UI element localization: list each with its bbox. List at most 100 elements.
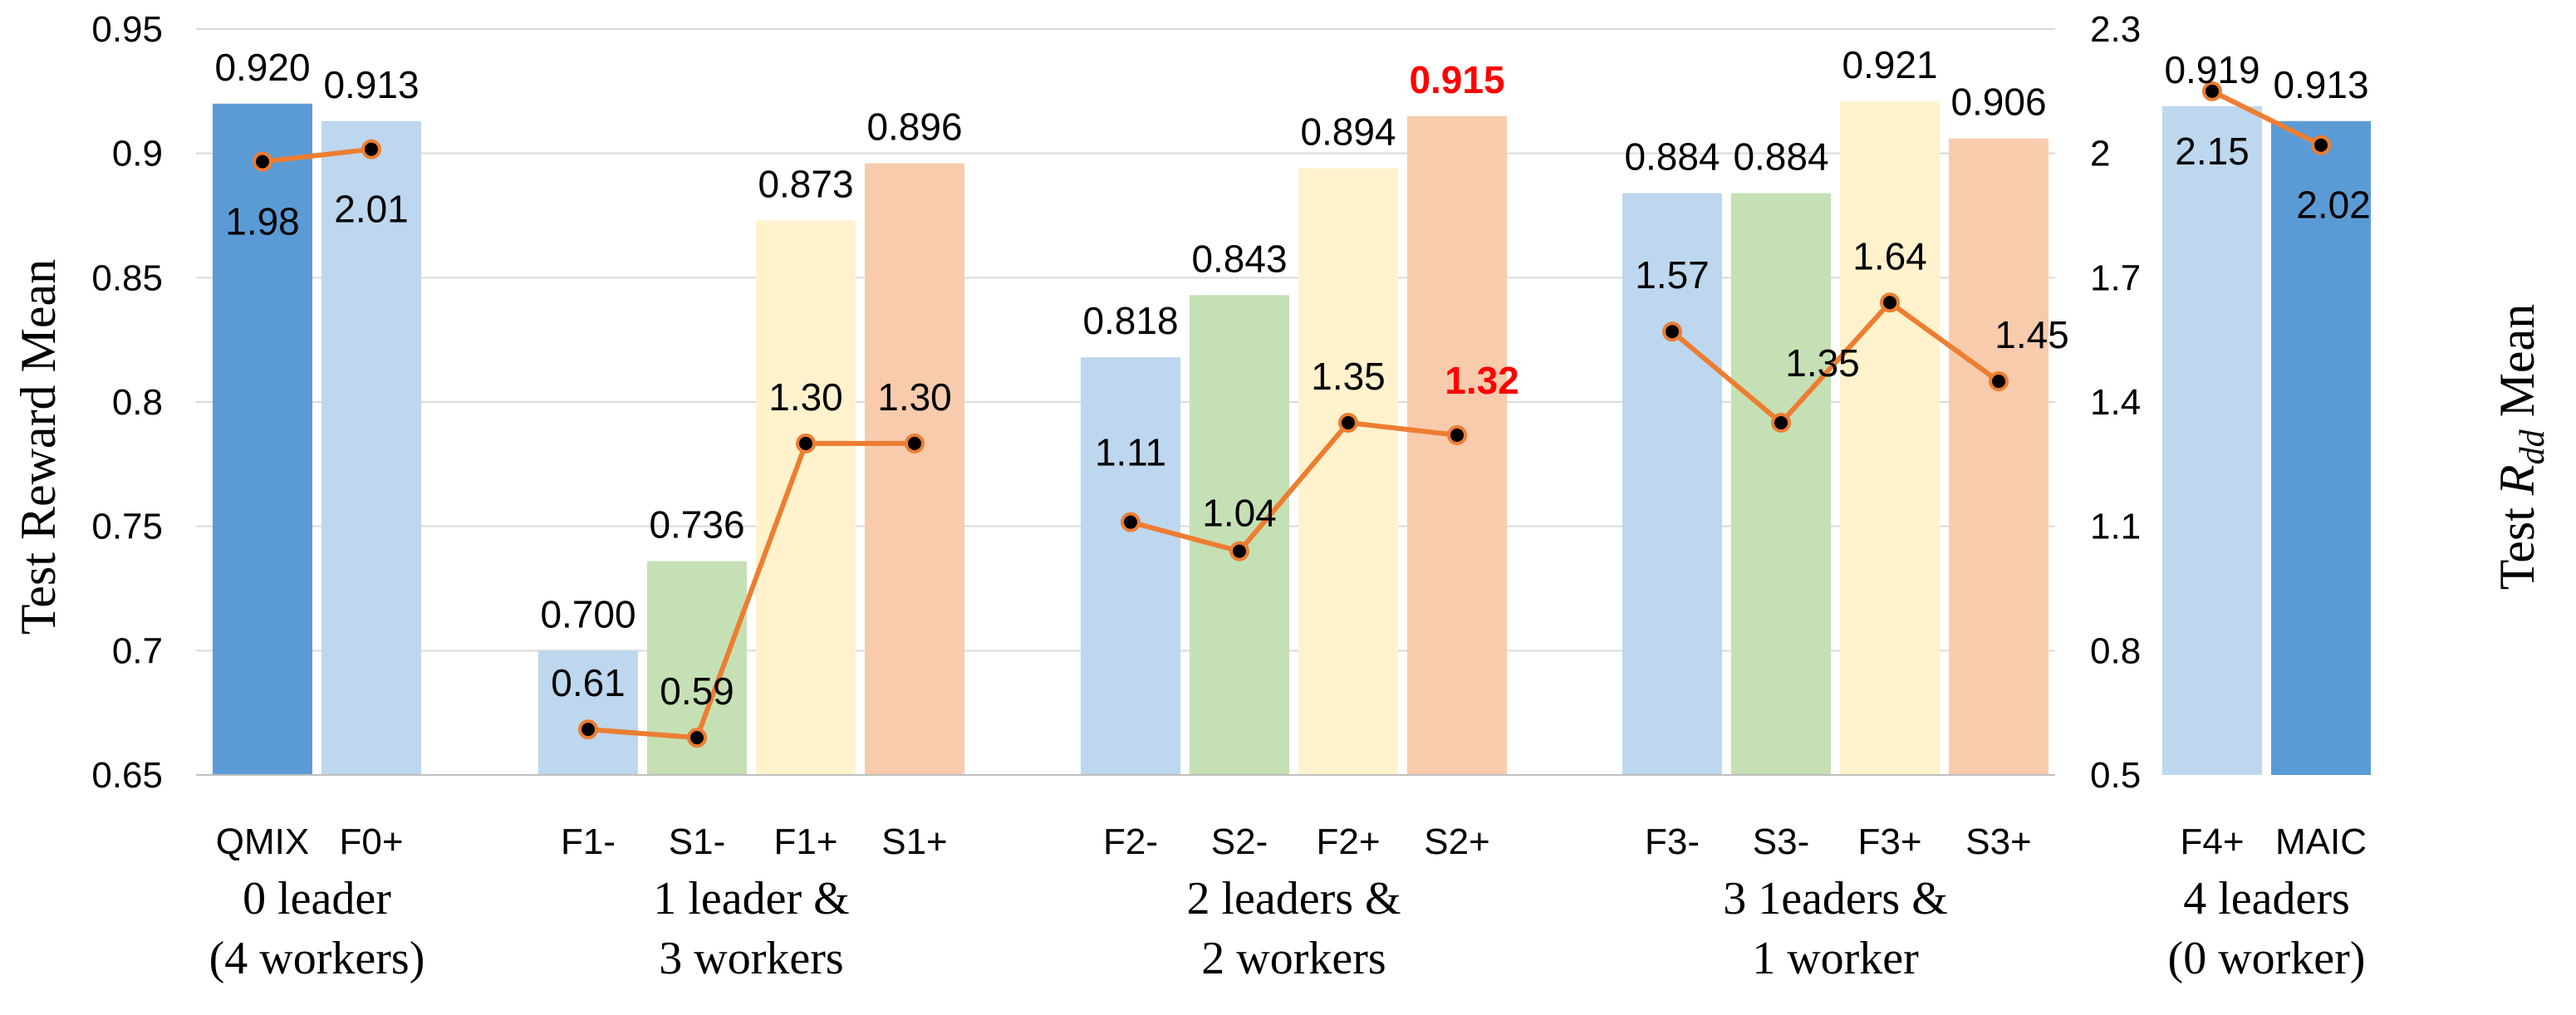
y-tick-label: 0.8 — [112, 382, 163, 423]
rdd-point-maic — [2311, 135, 2331, 155]
rdd-line — [1671, 299, 2000, 427]
x-tick-label: S3- — [1753, 821, 1809, 862]
group-label: 2 leaders & — [1186, 873, 1401, 924]
group-label: 3 1eaders & — [1723, 873, 1948, 924]
x-tick-label: S3+ — [1965, 821, 2032, 862]
reward-label-f1-: 0.700 — [540, 592, 635, 635]
rdd-point-f3- — [1662, 321, 1682, 342]
reward-label-f0+: 0.913 — [323, 63, 419, 106]
x-tick-label: S2- — [1211, 821, 1268, 862]
y-tick-label: 0.7 — [112, 630, 163, 671]
bar-f4+ — [2162, 105, 2262, 775]
rdd-point-f2- — [1121, 512, 1141, 532]
rdd-label-f1-: 0.61 — [551, 661, 626, 704]
x-tick-label: MAIC — [2275, 821, 2367, 862]
reward-label-f2-: 0.818 — [1082, 299, 1178, 342]
rdd-point-s3+ — [1989, 371, 2009, 392]
y-tick-label: 0.65 — [91, 755, 163, 796]
y-tick-label: 0.9 — [112, 134, 163, 174]
reward-label-s2+: 0.915 — [1409, 58, 1504, 101]
reward-label-f3+: 0.921 — [1842, 43, 1937, 86]
x-tick-label: S1- — [669, 821, 725, 862]
data-labels: 0.920 0.913 1.98 2.01 0.700 0.736 0.873 0.896 0.… — [214, 43, 2370, 713]
bar-s1+ — [865, 163, 964, 775]
bar-f2- — [1081, 357, 1180, 775]
y2-tick-label: 1.1 — [2090, 507, 2141, 547]
y-axis-title: Test Reward Mean — [11, 259, 66, 635]
x-tick-label: F0+ — [339, 821, 403, 862]
bar-s2- — [1190, 295, 1289, 776]
x-tick-label: F1+ — [773, 821, 837, 862]
reward-label-s2-: 0.843 — [1191, 237, 1287, 280]
y2-title-prefix: Test — [2490, 495, 2544, 590]
reward-label-s1+: 0.896 — [866, 105, 962, 149]
group-label: (0 worker) — [2168, 933, 2366, 984]
y2-title-suffix: Mean — [2490, 304, 2544, 430]
y2-tick-label: 2 — [2090, 134, 2110, 174]
rdd-label-s3-: 1.35 — [1785, 341, 1860, 385]
rdd-label-f3+: 1.64 — [1852, 234, 1927, 277]
reward-label-f4+: 0.919 — [2164, 48, 2260, 91]
axes: 0.65 0.7 0.75 0.8 0.85 0.9 0.95 0.5 0.8 1.1 1.4 1.7… — [91, 9, 2367, 984]
reward-label-qmix: 0.920 — [214, 46, 310, 89]
x-tick-label: S1+ — [881, 821, 948, 862]
y-tick-label: 0.75 — [91, 507, 163, 547]
bar-s3+ — [1949, 138, 2049, 775]
reward-label-s3-: 0.884 — [1733, 135, 1828, 179]
rdd-label-s1+: 1.30 — [877, 375, 952, 419]
group-label: 4 leaders — [2183, 873, 2350, 924]
rdd-line — [262, 146, 372, 164]
rdd-point-s1- — [687, 728, 707, 748]
reward-label-maic: 0.913 — [2273, 63, 2368, 106]
rdd-label-f3-: 1.57 — [1635, 253, 1710, 297]
bar-s2+ — [1407, 115, 1507, 775]
rdd-lines — [253, 81, 2331, 748]
y2-tick-label: 2.3 — [2090, 9, 2141, 50]
rdd-label-f2-: 1.11 — [1095, 431, 1166, 474]
x-tick-label: F2+ — [1316, 821, 1380, 862]
bar-s3- — [1731, 193, 1831, 775]
reward-label-f2+: 0.894 — [1300, 110, 1396, 154]
rdd-point-qmix — [253, 151, 272, 172]
rdd-label-qmix: 1.98 — [225, 200, 300, 243]
reward-label-f1+: 0.873 — [758, 162, 853, 205]
rdd-line — [1130, 419, 1458, 554]
y2-tick-label: 1.7 — [2090, 257, 2141, 298]
rdd-label-f4+: 2.15 — [2175, 130, 2250, 173]
group-label: 3 workers — [659, 933, 843, 984]
bar-f0+ — [321, 120, 421, 776]
bar-maic — [2271, 120, 2371, 776]
x-tick-label: F1- — [561, 821, 616, 862]
rdd-label-s2+: 1.32 — [1445, 359, 1519, 402]
x-tick-label: F3+ — [1857, 821, 1921, 862]
rdd-point-f2+ — [1338, 412, 1358, 433]
rdd-point-f1- — [578, 719, 598, 740]
group-label: 1 worker — [1752, 933, 1919, 984]
y2-tick-label: 1.4 — [2090, 382, 2141, 423]
y2-tick-label: 0.5 — [2090, 755, 2141, 796]
bar-f3- — [1622, 193, 1722, 775]
group-label: 2 workers — [1201, 933, 1386, 984]
rdd-point-f0+ — [361, 139, 381, 159]
x-tick-label: S2+ — [1424, 821, 1490, 862]
rdd-label-s1-: 0.59 — [660, 669, 734, 713]
x-tick-label: F2- — [1103, 821, 1158, 862]
x-tick-label: F3- — [1645, 821, 1700, 862]
rdd-label-s3+: 1.45 — [1995, 313, 2069, 356]
reward-label-s3+: 0.906 — [1950, 81, 2046, 124]
bar-f1+ — [756, 220, 856, 775]
rdd-label-s2-: 1.04 — [1202, 492, 1277, 535]
rdd-label-f2+: 1.35 — [1311, 355, 1386, 398]
y2-title-symbol: R — [2490, 464, 2544, 496]
y2-axis-title: Test Rdd Mean — [2490, 304, 2552, 590]
x-tick-label: F4+ — [2180, 821, 2244, 862]
rdd-point-s1+ — [905, 433, 925, 454]
bar-f1- — [538, 650, 638, 775]
rdd-point-s3- — [1771, 412, 1791, 433]
rdd-line — [587, 440, 915, 741]
rdd-label-maic: 2.02 — [2296, 184, 2371, 227]
rdd-point-f1+ — [796, 433, 816, 454]
rdd-point-f4+ — [2202, 81, 2222, 101]
bar-qmix — [213, 103, 312, 776]
